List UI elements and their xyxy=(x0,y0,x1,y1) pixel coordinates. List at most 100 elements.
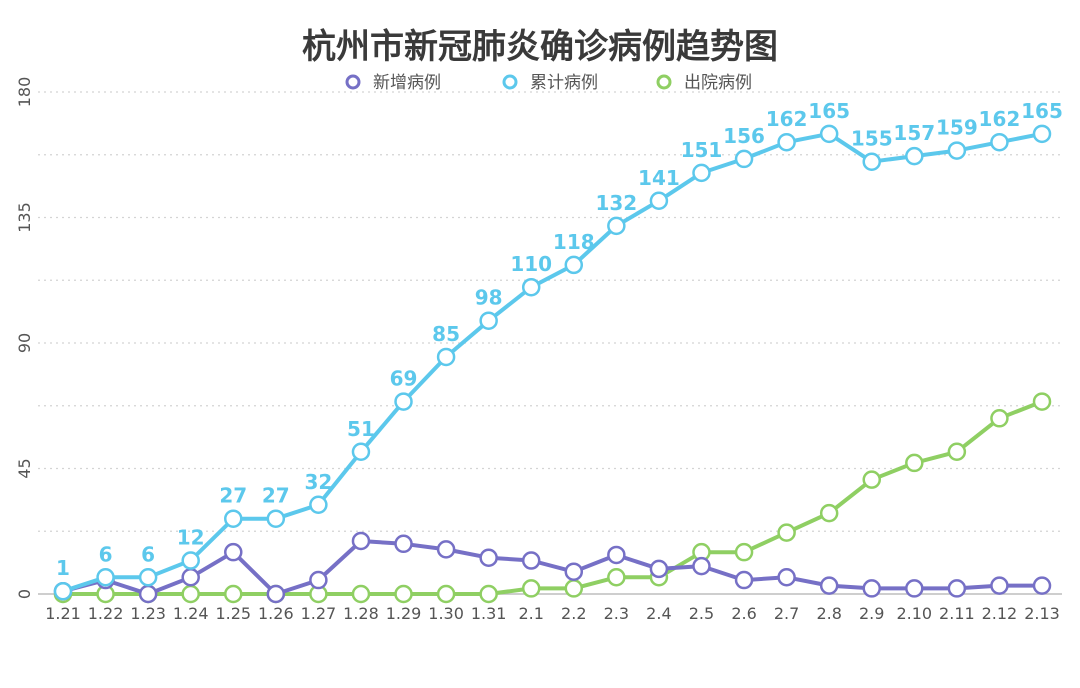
data-point xyxy=(394,584,413,604)
data-point xyxy=(947,442,967,462)
data-point xyxy=(309,570,328,590)
data-point xyxy=(564,255,584,275)
data-label: 69 xyxy=(390,367,418,391)
data-point xyxy=(649,559,669,579)
data-point xyxy=(224,509,243,528)
x-tick-label: 1.25 xyxy=(215,604,251,623)
data-label: 6 xyxy=(99,542,113,566)
x-tick-label: 1.30 xyxy=(428,604,464,623)
data-point xyxy=(947,579,967,598)
data-point xyxy=(734,570,754,590)
x-tick-label: 2.4 xyxy=(646,604,671,623)
x-tick-label: 1.29 xyxy=(386,604,422,623)
y-tick-label: 180 xyxy=(15,77,34,108)
x-tick-label: 2.8 xyxy=(816,604,841,623)
data-point xyxy=(351,531,371,551)
data-point xyxy=(607,568,626,587)
data-point xyxy=(1032,576,1052,595)
data-point xyxy=(905,146,924,166)
data-label: 156 xyxy=(723,124,765,148)
data-point xyxy=(819,576,839,595)
x-tick-label: 2.5 xyxy=(689,604,714,623)
x-tick-label: 1.28 xyxy=(343,604,379,623)
x-tick-label: 2.11 xyxy=(939,604,975,623)
data-point xyxy=(479,548,498,567)
data-point xyxy=(181,551,200,570)
gridlines xyxy=(38,91,1062,595)
x-tick-label: 1.22 xyxy=(88,604,124,623)
x-tick-label: 1.31 xyxy=(471,604,507,623)
data-label: 141 xyxy=(638,166,680,190)
x-tick-label: 1.24 xyxy=(173,604,209,623)
series-line xyxy=(61,539,1044,596)
x-tick-label: 1.21 xyxy=(45,604,81,623)
data-label: 32 xyxy=(304,470,332,494)
data-point xyxy=(734,542,754,562)
data-point xyxy=(521,277,541,297)
data-point xyxy=(436,347,456,367)
x-tick-label: 2.9 xyxy=(859,604,884,623)
data-label: 155 xyxy=(851,127,893,151)
data-point xyxy=(777,523,796,542)
data-point xyxy=(819,124,839,144)
data-label: 27 xyxy=(262,484,290,508)
data-point xyxy=(777,132,796,152)
y-tick-label: 135 xyxy=(15,202,34,233)
data-point xyxy=(138,584,158,604)
data-point xyxy=(436,584,456,604)
data-label: 85 xyxy=(432,322,460,346)
x-tick-label: 1.26 xyxy=(258,604,294,623)
y-tick-label: 0 xyxy=(15,589,34,599)
data-point xyxy=(266,509,286,528)
x-tick-label: 2.2 xyxy=(561,604,586,623)
legend-label: 新增病例 xyxy=(373,73,441,93)
data-point xyxy=(692,163,711,183)
legend-label: 累计病例 xyxy=(530,73,598,93)
data-point xyxy=(819,503,839,523)
data-point xyxy=(351,584,371,604)
data-point xyxy=(607,545,626,565)
data-point xyxy=(521,551,541,570)
data-point xyxy=(990,576,1009,595)
x-tick-label: 2.13 xyxy=(1024,604,1060,623)
data-point xyxy=(564,562,584,581)
legend-marker xyxy=(345,74,361,90)
data-label: 151 xyxy=(681,138,723,162)
data-label: 159 xyxy=(936,116,978,140)
legend-marker xyxy=(502,74,518,90)
data-point xyxy=(564,579,584,598)
data-label: 118 xyxy=(553,230,595,254)
data-label: 51 xyxy=(347,417,375,441)
x-tick-label: 1.23 xyxy=(130,604,166,623)
data-label: 1 xyxy=(56,556,70,580)
data-label: 162 xyxy=(766,107,808,131)
x-tick-label: 2.3 xyxy=(604,604,629,623)
data-point xyxy=(649,191,669,211)
data-point xyxy=(479,311,498,330)
data-point xyxy=(394,534,413,554)
data-label: 12 xyxy=(177,526,205,550)
data-point xyxy=(862,152,881,171)
legend-marker xyxy=(656,74,672,90)
data-label: 132 xyxy=(595,191,637,215)
data-point xyxy=(266,584,286,604)
y-tick-label: 45 xyxy=(15,458,34,478)
legend-label: 出院病例 xyxy=(684,73,752,93)
data-point xyxy=(905,453,924,473)
series-line xyxy=(61,131,1044,594)
data-point xyxy=(607,216,626,236)
data-point xyxy=(181,584,200,604)
data-label: 165 xyxy=(1021,99,1063,123)
x-tick-label: 2.1 xyxy=(518,604,543,623)
data-label: 165 xyxy=(808,99,850,123)
y-axis: 0 45 90 135 180 xyxy=(15,77,34,599)
data-point xyxy=(479,584,498,604)
data-point xyxy=(138,568,158,587)
data-point xyxy=(181,568,200,587)
data-point xyxy=(692,556,711,576)
y-tick-label: 90 xyxy=(15,333,34,353)
